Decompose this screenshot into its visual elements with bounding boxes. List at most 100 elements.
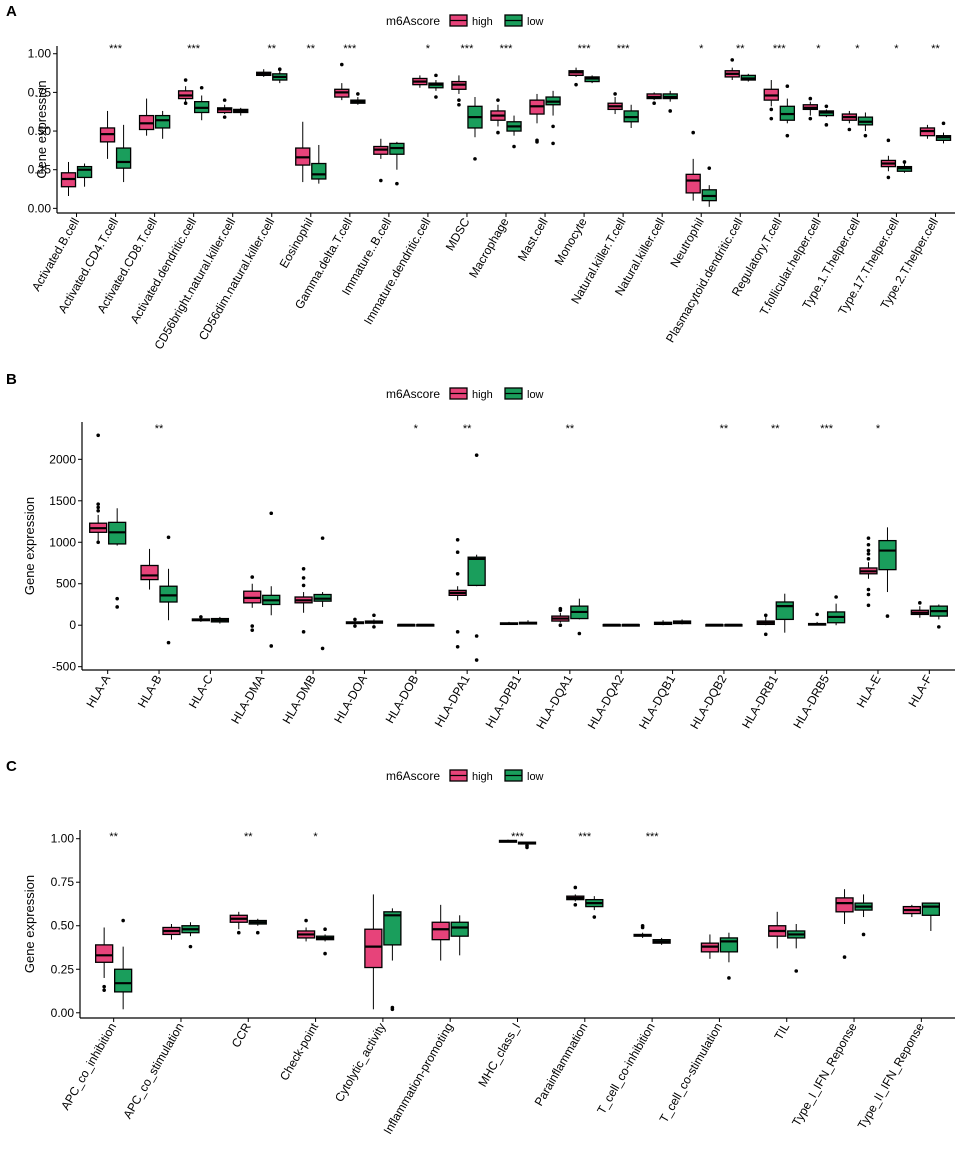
box-high (373, 138, 389, 183)
significance-label: ** (566, 423, 575, 435)
box-low (570, 598, 589, 636)
outlier-point (496, 98, 500, 102)
box-low (383, 908, 402, 1012)
box-high (646, 92, 662, 106)
outlier-point (250, 624, 255, 628)
outlier-point (769, 116, 774, 121)
box-high (364, 894, 383, 1010)
box-iqr (311, 162, 327, 180)
box-high (607, 92, 623, 115)
box-low (416, 623, 435, 627)
outlier-point (866, 557, 871, 561)
box-high (633, 923, 652, 938)
box-low (115, 124, 132, 183)
box-high (138, 98, 155, 136)
significance-label: ** (720, 423, 729, 435)
outlier-point (785, 84, 790, 89)
outlier-point (474, 453, 479, 457)
outlier-point (339, 62, 344, 67)
outlier-point (166, 535, 171, 540)
outlier-point (815, 612, 819, 617)
box-iqr (364, 928, 383, 969)
outlier-point (866, 592, 871, 597)
outlier-point (188, 944, 193, 949)
significance-label: ** (463, 423, 472, 435)
legend: m6Ascore high low (386, 14, 544, 28)
box-low (652, 937, 671, 945)
outlier-point (199, 615, 203, 619)
outlier-point (592, 915, 597, 919)
box-high (919, 124, 936, 139)
box-iqr (450, 921, 469, 937)
outlier-point (96, 502, 100, 506)
outlier-point (379, 178, 383, 183)
outlier-point (866, 536, 871, 540)
box-low (315, 927, 335, 956)
box-high (653, 620, 673, 626)
outlier-point (250, 628, 255, 632)
box-high (95, 927, 114, 992)
panel-letter: B (6, 371, 17, 388)
box-high (700, 934, 720, 959)
outlier-point (457, 102, 461, 107)
outlier-point (668, 109, 673, 113)
outlier-point (390, 1007, 395, 1012)
box-high (256, 69, 272, 77)
y-axis-title: Gene expression (34, 80, 49, 178)
outlier-point (824, 104, 829, 109)
significance-label: *** (820, 423, 834, 435)
box-low (389, 141, 405, 186)
box-high (602, 623, 621, 627)
outlier-point (525, 845, 529, 850)
outlier-point (727, 976, 731, 980)
significance-label: *** (646, 831, 660, 843)
outlier-point (551, 124, 555, 129)
box-high (89, 433, 108, 545)
y-axis-title: Gene expression (22, 497, 37, 595)
legend-label-low: low (527, 771, 544, 783)
y-tick-label: 1.00 (28, 47, 52, 61)
box-low (585, 896, 604, 919)
box-low (701, 166, 717, 207)
outlier-point (512, 144, 516, 149)
outlier-point (824, 123, 829, 127)
legend-title: m6Ascore (386, 387, 440, 401)
outlier-point (115, 605, 119, 609)
outlier-point (474, 634, 479, 638)
outlier-point (183, 101, 188, 106)
outlier-point (455, 630, 460, 634)
outlier-point (222, 98, 227, 102)
outlier-point (866, 603, 871, 608)
outlier-point (269, 644, 274, 648)
outlier-point (574, 82, 578, 87)
box-high (705, 623, 724, 627)
outlier-point (301, 583, 306, 588)
box-high (490, 98, 506, 135)
outlier-point (863, 133, 868, 138)
significance-label: *** (500, 43, 514, 55)
box-high (334, 62, 350, 101)
y-tick-label: -500 (52, 660, 76, 674)
outlier-point (808, 96, 813, 101)
box-high (568, 67, 584, 87)
box-high (551, 606, 570, 628)
box-high (902, 904, 921, 918)
box-high (448, 537, 467, 649)
y-tick-label: 0.25 (28, 163, 52, 177)
outlier-point (707, 166, 712, 170)
significance-label: * (414, 423, 419, 435)
outlier-point (166, 640, 171, 645)
box-low (517, 841, 537, 850)
box-high (724, 58, 740, 81)
outlier-point (866, 548, 871, 553)
legend-title: m6Ascore (386, 14, 440, 28)
outlier-point (199, 85, 204, 90)
significance-label: *** (343, 43, 357, 55)
y-tick-label: 0.50 (51, 919, 75, 933)
box-low (662, 90, 678, 113)
outlier-point (902, 160, 907, 164)
box-low (76, 163, 93, 187)
box-low (272, 67, 288, 84)
outlier-point (102, 988, 106, 992)
box-high (756, 613, 775, 637)
